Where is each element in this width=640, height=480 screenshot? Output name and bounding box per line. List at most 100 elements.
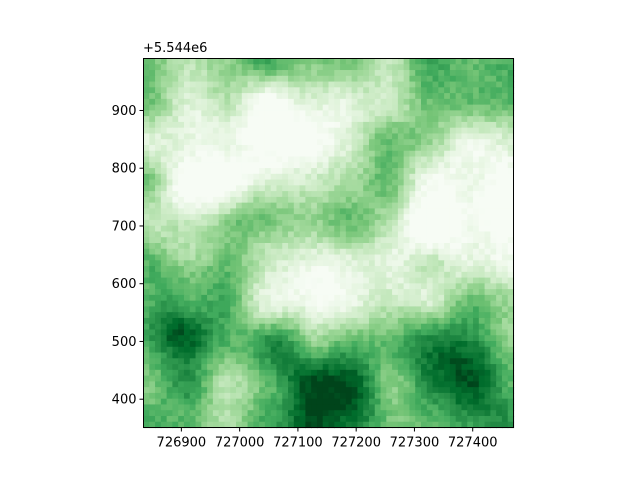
- heatmap-cell: [473, 196, 480, 204]
- heatmap-cell: [224, 387, 231, 394]
- heatmap-cell: [189, 208, 197, 215]
- heatmap-cell: [230, 168, 237, 175]
- heatmap-cell: [201, 364, 208, 371]
- heatmap-cell: [305, 139, 312, 146]
- heatmap-cell: [421, 196, 428, 204]
- heatmap-cell: [426, 219, 434, 227]
- heatmap-cell: [403, 179, 411, 186]
- heatmap-cell: [415, 93, 422, 100]
- heatmap-cell: [334, 364, 341, 371]
- heatmap-cell: [270, 173, 278, 181]
- heatmap-cell: [340, 116, 347, 123]
- heatmap-cell: [183, 173, 191, 181]
- heatmap-cell: [432, 196, 439, 204]
- heatmap-cell: [421, 364, 428, 371]
- heatmap-cell: [247, 196, 254, 204]
- heatmap-cell: [155, 110, 162, 117]
- heatmap-cell: [160, 277, 168, 284]
- heatmap-cell: [282, 294, 289, 302]
- heatmap-cell: [230, 231, 237, 238]
- heatmap-cell: [316, 323, 324, 331]
- heatmap-cell: [461, 381, 468, 388]
- heatmap-cell: [507, 306, 515, 313]
- heatmap-cell: [444, 421, 451, 429]
- heatmap-cell: [357, 214, 364, 221]
- heatmap-cell: [264, 179, 272, 186]
- heatmap-cell: [467, 70, 474, 77]
- heatmap-cell: [282, 352, 289, 359]
- heatmap-cell: [426, 173, 434, 181]
- heatmap-cell: [386, 110, 393, 117]
- heatmap-cell: [484, 381, 491, 388]
- heatmap-cell: [386, 144, 393, 152]
- heatmap-cell: [178, 93, 185, 100]
- heatmap-cell: [282, 104, 289, 111]
- heatmap-cell: [166, 93, 174, 100]
- heatmap-cell: [264, 381, 272, 388]
- heatmap-cell: [507, 277, 515, 284]
- heatmap-cell: [432, 306, 439, 313]
- heatmap-cell: [490, 271, 497, 279]
- heatmap-cell: [316, 70, 324, 77]
- heatmap-cell: [247, 93, 254, 100]
- heatmap-cell: [507, 410, 515, 417]
- heatmap-cell: [160, 398, 168, 406]
- heatmap-cell: [426, 283, 434, 290]
- heatmap-cell: [455, 87, 463, 94]
- heatmap-cell: [189, 381, 197, 388]
- heatmap-cell: [212, 214, 220, 221]
- heatmap-cell: [340, 404, 347, 411]
- heatmap-cell: [449, 202, 457, 210]
- heatmap-cell: [322, 225, 330, 233]
- heatmap-cell: [426, 162, 434, 169]
- heatmap-cell: [178, 317, 185, 325]
- heatmap-cell: [490, 202, 497, 210]
- heatmap-cell: [293, 381, 301, 388]
- heatmap-cell: [403, 104, 411, 111]
- heatmap-cell: [438, 208, 445, 215]
- heatmap-cell: [426, 254, 434, 261]
- heatmap-cell: [392, 254, 399, 261]
- heatmap-cell: [172, 398, 179, 406]
- heatmap-cell: [444, 162, 451, 169]
- heatmap-cell: [392, 266, 399, 273]
- heatmap-cell: [357, 150, 364, 158]
- heatmap-cell: [230, 75, 237, 83]
- heatmap-cell: [305, 93, 312, 100]
- heatmap-cell: [166, 415, 174, 423]
- heatmap-cell: [276, 398, 283, 406]
- heatmap-cell: [392, 312, 399, 319]
- heatmap-cell: [183, 237, 191, 244]
- heatmap-cell: [155, 179, 162, 186]
- heatmap-cell: [351, 289, 359, 296]
- heatmap-cell: [201, 225, 208, 233]
- heatmap-cell: [236, 317, 243, 325]
- heatmap-cell: [230, 335, 237, 342]
- heatmap-cell: [444, 58, 451, 65]
- heatmap-cell: [236, 283, 243, 290]
- heatmap-cell: [189, 64, 197, 71]
- heatmap-cell: [438, 58, 445, 65]
- heatmap-cell: [380, 231, 387, 238]
- heatmap-cell: [380, 329, 387, 336]
- heatmap-cell: [322, 214, 330, 221]
- heatmap-cell: [374, 219, 382, 227]
- heatmap-cell: [397, 415, 405, 423]
- heatmap-cell: [374, 387, 382, 394]
- heatmap-cell: [276, 352, 283, 359]
- heatmap-cell: [311, 312, 318, 319]
- heatmap-cell: [172, 185, 179, 192]
- heatmap-cell: [247, 64, 254, 71]
- heatmap-cell: [461, 398, 468, 406]
- heatmap-cell: [409, 248, 416, 256]
- heatmap-cell: [449, 168, 457, 175]
- y-offset-label: +5.544e6: [143, 41, 207, 56]
- heatmap-cell: [264, 346, 272, 354]
- heatmap-cell: [409, 116, 416, 123]
- heatmap-cell: [293, 312, 301, 319]
- heatmap-cell: [305, 243, 312, 250]
- heatmap-cell: [363, 254, 370, 261]
- heatmap-cell: [478, 312, 486, 319]
- heatmap-cell: [363, 185, 370, 192]
- heatmap-cell: [334, 300, 341, 308]
